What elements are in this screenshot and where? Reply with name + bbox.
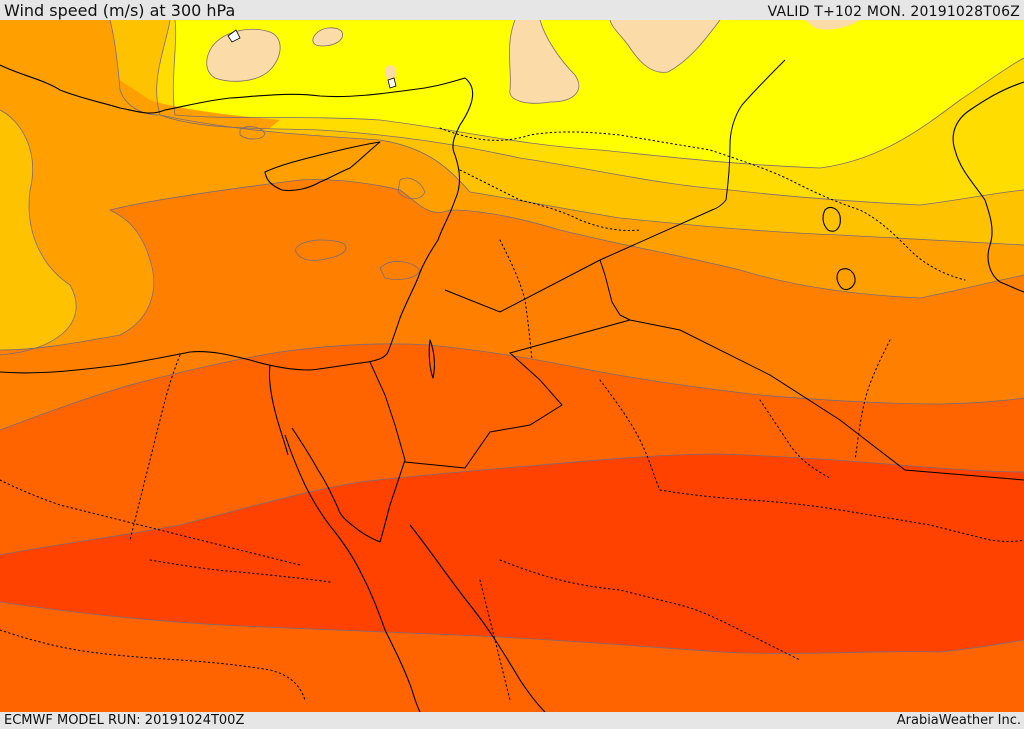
footer-bar: ECMWF MODEL RUN: 20191024T00Z ArabiaWeat… — [0, 712, 1024, 729]
band-orange-blob — [295, 240, 347, 261]
band-pale-1 — [206, 29, 281, 82]
band-orange-light-west — [0, 47, 280, 134]
lake-patch-1 — [227, 29, 241, 43]
contour-lines — [0, 20, 1024, 654]
frontier-lines — [369, 59, 1024, 481]
model-run-label: ECMWF MODEL RUN: 20191024T00Z — [4, 713, 245, 728]
header-bar: Wind speed (m/s) at 300 hPa VALID T+102 … — [0, 0, 1024, 20]
band-pale-2 — [312, 27, 343, 46]
coastlines — [0, 64, 1024, 712]
band-amber-pocket — [0, 110, 77, 355]
wind-speed-map — [0, 20, 1024, 712]
band-orange-red-south — [0, 602, 1024, 712]
valid-time-label: VALID T+102 MON. 20191028T06Z — [767, 4, 1020, 20]
band-pale-3 — [509, 20, 579, 104]
country-borders — [0, 127, 1024, 701]
band-pale-5 — [805, 20, 860, 30]
lake-patch-2 — [387, 77, 397, 89]
wind-speed-map-canvas — [0, 20, 1024, 712]
band-pale-4 — [610, 20, 720, 73]
map-title: Wind speed (m/s) at 300 hPa — [4, 1, 236, 20]
band-pale-6 — [385, 65, 397, 81]
credit-label: ArabiaWeather Inc. — [896, 713, 1021, 728]
